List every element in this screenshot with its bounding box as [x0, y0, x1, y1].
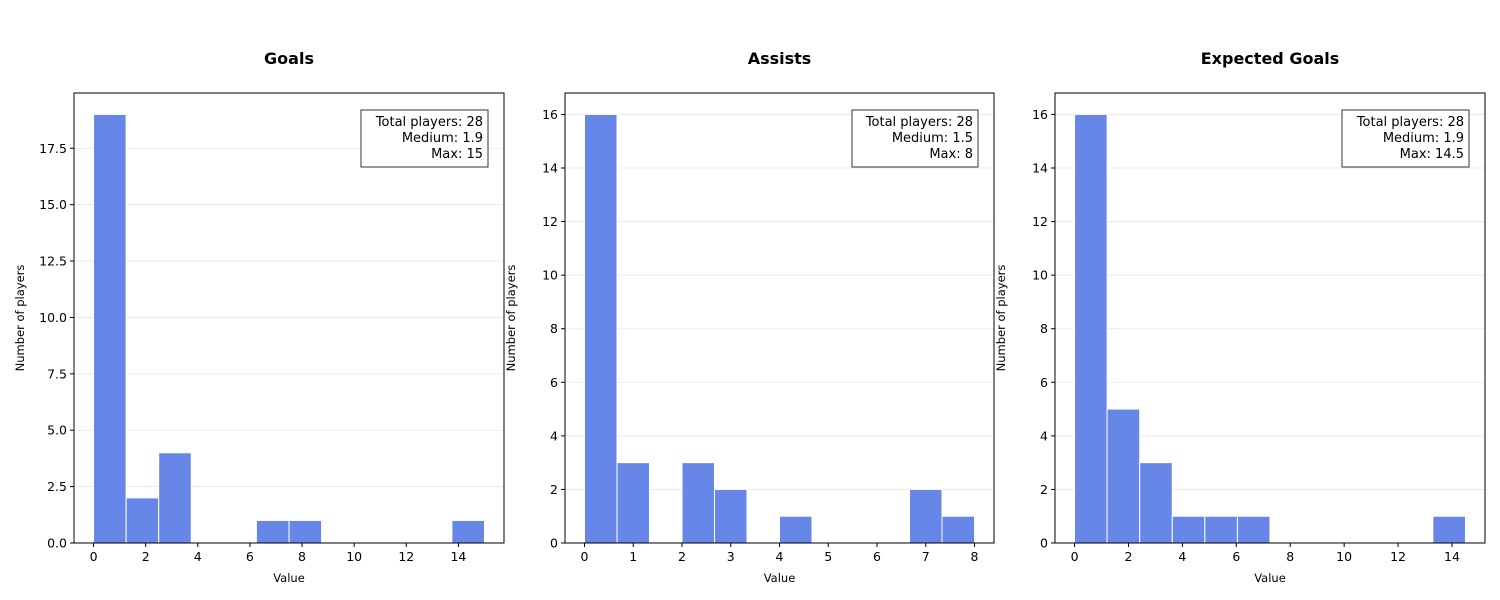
histogram-bar — [1106, 408, 1141, 544]
histogram-bar — [584, 113, 618, 544]
y-tick-label: 0 — [1040, 536, 1048, 551]
y-tick-label: 15.0 — [39, 197, 67, 212]
stats-line: Medium: 1.9 — [1383, 131, 1464, 146]
x-tick-label: 0 — [90, 549, 98, 564]
y-tick-label: 12 — [1032, 214, 1048, 229]
stats-line: Medium: 1.5 — [892, 131, 973, 146]
histogram-bar — [779, 515, 813, 544]
histogram-bar — [909, 488, 943, 544]
histogram-bar — [1171, 515, 1206, 544]
y-tick-label: 16 — [1032, 107, 1048, 122]
x-tick-label: 10 — [1336, 549, 1352, 564]
y-tick-label: 6 — [550, 375, 558, 390]
y-axis-label: Number of players — [13, 265, 27, 372]
histogram-bar — [125, 497, 160, 544]
histogram-bar — [93, 113, 127, 544]
stats-line: Total players: 28 — [865, 115, 973, 130]
histogram-bar — [1074, 113, 1108, 544]
x-tick-label: 2 — [1124, 549, 1132, 564]
y-tick-label: 14 — [1032, 161, 1048, 176]
stats-line: Total players: 28 — [1356, 115, 1464, 130]
stats-line: Max: 15 — [431, 147, 483, 162]
stats-box — [360, 109, 489, 168]
y-tick-label: 0 — [550, 536, 558, 551]
x-axis-label: Value — [1254, 571, 1286, 585]
plot-frame — [1054, 92, 1486, 544]
histogram-bar — [941, 515, 975, 544]
y-tick-label: 10 — [542, 268, 558, 283]
x-tick-label: 4 — [194, 549, 202, 564]
y-tick-label: 8 — [1040, 321, 1048, 336]
y-tick-label: 16 — [542, 107, 558, 122]
x-tick-label: 6 — [1232, 549, 1240, 564]
chart-panel-1: 0 2 4 6 8 10 12 14 0.0 2.5 5.0 7.5 10.0 12.5 15.0 17.5 G… — [13, 49, 505, 585]
x-tick-label: 12 — [1390, 549, 1406, 564]
chart-panel-2: 0 1 2 3 4 5 6 7 80246810121416AssistsValueNumber… — [504, 49, 995, 585]
y-axis-label: Number of players — [504, 265, 518, 372]
histogram-bar — [1432, 515, 1466, 544]
histogram-bar — [255, 519, 290, 544]
stats-line: Max: 14.5 — [1400, 147, 1464, 162]
chart-title: Goals — [264, 49, 314, 68]
x-tick-label: 14 — [1444, 549, 1460, 564]
y-tick-label: 6 — [1040, 375, 1048, 390]
y-tick-label: 17.5 — [39, 141, 67, 156]
y-tick-label: 4 — [550, 428, 558, 443]
x-tick-label: 8 — [1286, 549, 1294, 564]
x-tick-label: 8 — [298, 549, 306, 564]
x-tick-label: 0 — [581, 549, 589, 564]
x-tick-label: 12 — [398, 549, 414, 564]
y-tick-label: 10.0 — [39, 310, 67, 325]
y-tick-label: 2 — [550, 482, 558, 497]
chart-panel-3: 0 2 4 6 8 10 12 14 0 2 4 6 8 10 12 14 16 Expected Goals Va… — [994, 49, 1486, 585]
y-tick-label: 12.5 — [39, 254, 67, 269]
x-tick-label: 4 — [776, 549, 784, 564]
stats-box — [851, 109, 979, 168]
stats-line: Max: 8 — [929, 147, 973, 162]
x-tick-label: 8 — [971, 549, 979, 564]
x-axis-label: Value — [764, 571, 796, 585]
stats-line: Medium: 1.9 — [402, 131, 483, 146]
y-tick-label: 12 — [542, 214, 558, 229]
x-tick-label: 2 — [678, 549, 686, 564]
y-tick-label: 8 — [550, 321, 558, 336]
histogram-bar — [616, 462, 650, 544]
x-tick-label: 5 — [824, 549, 832, 564]
x-tick-label: 4 — [1178, 549, 1186, 564]
histogram-bar — [451, 519, 485, 544]
y-tick-label: 2.5 — [47, 479, 67, 494]
y-tick-label: 5.0 — [47, 423, 67, 438]
y-tick-label: 7.5 — [47, 366, 67, 381]
stats-box — [1341, 109, 1470, 168]
x-axis-label: Value — [273, 571, 305, 585]
y-tick-label: 4 — [1040, 428, 1048, 443]
histogram-bar — [1236, 515, 1271, 544]
y-tick-label: 10 — [1032, 268, 1048, 283]
stats-line: Total players: 28 — [375, 115, 483, 130]
x-tick-label: 6 — [873, 549, 881, 564]
x-tick-label: 10 — [346, 549, 362, 564]
x-tick-label: 2 — [142, 549, 150, 564]
x-tick-label: 6 — [246, 549, 254, 564]
plot-frame — [73, 92, 505, 544]
chart-title: Expected Goals — [1201, 49, 1340, 68]
y-tick-label: 2 — [1040, 482, 1048, 497]
x-tick-label: 0 — [1071, 549, 1079, 564]
histogram-bar — [1204, 515, 1238, 544]
histogram-bar — [1139, 462, 1173, 544]
x-tick-label: 3 — [727, 549, 735, 564]
y-tick-label: 14 — [542, 161, 558, 176]
histogram-bar — [714, 488, 748, 544]
histogram-bar — [158, 452, 192, 544]
y-tick-label: 0.0 — [47, 536, 67, 551]
histogram-bar — [681, 462, 716, 544]
x-tick-label: 1 — [629, 549, 637, 564]
y-axis-label: Number of players — [994, 265, 1008, 372]
x-tick-label: 14 — [450, 549, 466, 564]
histogram-bar — [288, 519, 323, 544]
x-tick-label: 7 — [922, 549, 930, 564]
chart-title: Assists — [748, 49, 812, 68]
